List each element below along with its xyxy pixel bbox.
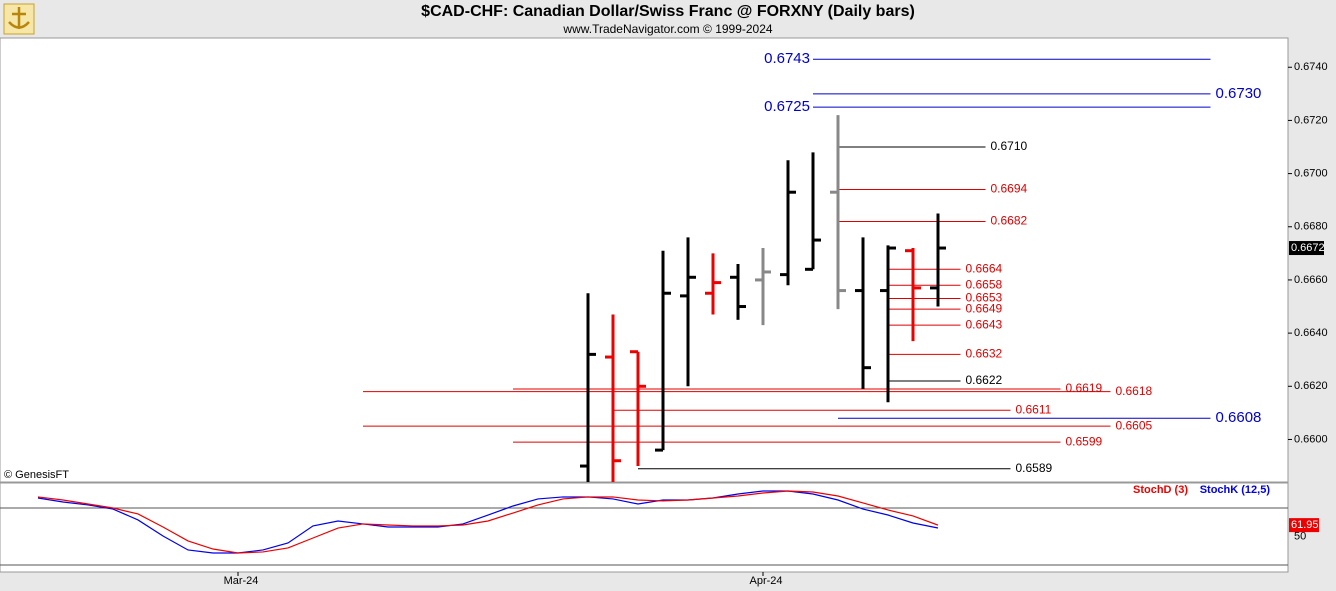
level-label: 0.6694 — [991, 182, 1028, 196]
logo — [3, 3, 35, 35]
stoch-panel — [0, 482, 1289, 573]
last-price-label: 0.6672 — [1291, 242, 1325, 254]
level-label: 0.6589 — [1016, 461, 1053, 475]
level-label: 0.6649 — [966, 301, 1003, 315]
copyright: © GenesisFT — [4, 469, 69, 481]
level-label: 0.6605 — [1116, 418, 1153, 432]
level-label: 0.6682 — [991, 214, 1028, 228]
y-tick-label: 0.6640 — [1294, 327, 1328, 339]
level-label: 0.6653 — [966, 291, 1003, 305]
last-value-label: 61.95 — [1291, 519, 1319, 531]
level-label: 0.6619 — [1066, 381, 1103, 395]
level-label: 0.6618 — [1116, 384, 1153, 398]
y-tick-label: 0.6700 — [1294, 167, 1328, 179]
y-tick-label: 0.6740 — [1294, 61, 1328, 73]
level-label: 0.6730 — [1216, 85, 1262, 102]
level-label: 0.6611 — [1016, 402, 1052, 416]
y-tick-label: 0.6600 — [1294, 433, 1328, 445]
level-label: 0.6622 — [966, 373, 1003, 387]
price-plot: 0.6743 0.6730 0.6725 0.6710 0.6694 0.6682 0.66… — [363, 50, 1262, 482]
level-label: 0.6643 — [966, 317, 1003, 331]
legend-entry: StochD (3) — [1133, 484, 1188, 496]
level-label: 0.6743 — [764, 50, 810, 67]
stoch-line — [37, 490, 939, 554]
level-label: 0.6632 — [966, 347, 1003, 361]
level-label: 0.6664 — [966, 261, 1003, 275]
level-label: 0.6608 — [1216, 409, 1262, 426]
legend-entry: StochK (12,5) — [1200, 484, 1271, 496]
y-tick-label: 0.6660 — [1294, 274, 1328, 286]
price-panel — [0, 37, 1289, 483]
chart-subtitle: www.TradeNavigator.com © 1999-2024 — [562, 22, 772, 36]
level-label: 0.6658 — [966, 277, 1003, 291]
level-label: 0.6725 — [764, 98, 810, 115]
level-label: 0.6599 — [1066, 434, 1103, 448]
y-tick-label: 50 — [1294, 530, 1306, 542]
y-tick-label: 0.6680 — [1294, 221, 1328, 233]
last-price-box — [1289, 241, 1324, 256]
x-tick-label: Mar-24 — [224, 575, 259, 587]
chart-title: $CAD-CHF: Canadian Dollar/Swiss Franc @ … — [421, 3, 915, 20]
level-label: 0.6710 — [991, 139, 1028, 153]
y-tick-label: 0.6720 — [1294, 114, 1328, 126]
last-value-box — [1289, 518, 1319, 533]
x-tick-label: Apr-24 — [749, 575, 782, 587]
y-tick-label: 0.6620 — [1294, 380, 1328, 392]
